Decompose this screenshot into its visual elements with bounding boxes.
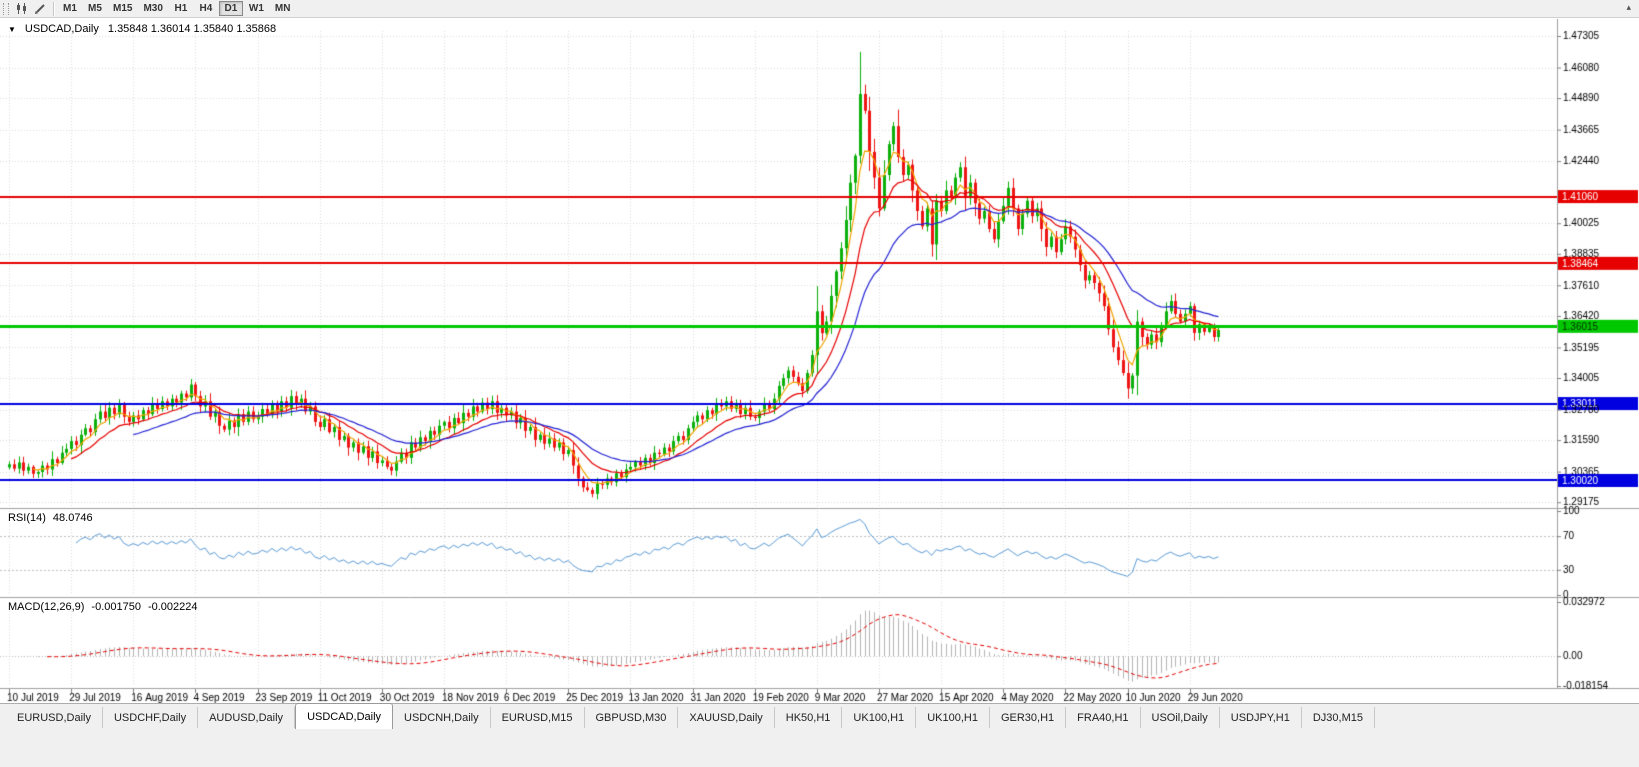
rsi-value: 48.0746 bbox=[52, 512, 93, 524]
chart-tab-eurusd-m15[interactable]: EURUSD,M15 bbox=[491, 707, 585, 728]
chart-region: ▼ USDCAD,Daily 1.35848 1.36014 1.35840 1… bbox=[0, 19, 1639, 703]
chart-tab-usdchf-daily[interactable]: USDCHF,Daily bbox=[103, 707, 199, 728]
chart-tab-uk100-h1[interactable]: UK100,H1 bbox=[842, 707, 917, 728]
chart-tab-uk100-h1[interactable]: UK100,H1 bbox=[916, 707, 990, 728]
chart-symbol-label: USDCAD,Daily bbox=[24, 23, 99, 35]
chart-tab-usoil-daily[interactable]: USOil,Daily bbox=[1141, 707, 1220, 728]
macd-main-value: -0.001750 bbox=[91, 601, 141, 613]
timeframe-button-mn[interactable]: MN bbox=[274, 3, 291, 14]
timeframe-toolbar: M1 M5 M15 M30 H1 H4 D1 W1 MN ▴ bbox=[0, 0, 1639, 18]
chart-tab-usdcad-daily[interactable]: USDCAD,Daily bbox=[295, 703, 394, 729]
chart-ohlc-values: 1.35848 1.36014 1.35840 1.35868 bbox=[107, 23, 277, 35]
rsi-indicator-label: RSI(14) 48.0746 bbox=[8, 512, 93, 524]
chart-tab-dj30-m15[interactable]: DJ30,M15 bbox=[1302, 707, 1375, 728]
chart-tab-usdcnh-daily[interactable]: USDCNH,Daily bbox=[393, 707, 491, 728]
toolbar-overflow-icon[interactable]: ▴ bbox=[1626, 2, 1631, 12]
chart-tab-xauusd-daily[interactable]: XAUUSD,Daily bbox=[678, 707, 775, 728]
macd-signal-value: -0.002224 bbox=[147, 601, 198, 613]
drawing-pencil-icon[interactable] bbox=[31, 2, 49, 16]
timeframe-buttons: M1 M5 M15 M30 H1 H4 D1 W1 MN bbox=[58, 1, 295, 16]
timeframe-button-w1[interactable]: W1 bbox=[248, 3, 264, 14]
toolbar-separator bbox=[53, 1, 54, 16]
timeframe-button-h1[interactable]: H1 bbox=[174, 3, 188, 14]
timeframe-button-m30[interactable]: M30 bbox=[143, 3, 163, 14]
macd-indicator-label: MACD(12,26,9) -0.001750 -0.002224 bbox=[8, 601, 198, 613]
timeframe-button-h4[interactable]: H4 bbox=[199, 3, 213, 14]
chart-tab-hk50-h1[interactable]: HK50,H1 bbox=[775, 707, 843, 728]
macd-name: MACD(12,26,9) bbox=[8, 601, 85, 613]
chart-tab-fra40-h1[interactable]: FRA40,H1 bbox=[1066, 707, 1141, 728]
chart-tab-audusd-daily[interactable]: AUDUSD,Daily bbox=[198, 707, 296, 728]
chart-tab-gbpusd-m30[interactable]: GBPUSD,M30 bbox=[585, 707, 679, 728]
timeframe-button-m1[interactable]: M1 bbox=[63, 3, 77, 14]
rsi-name: RSI(14) bbox=[8, 512, 46, 524]
chart-menu-icon[interactable]: ▼ bbox=[8, 24, 16, 34]
toolbar-grip[interactable] bbox=[3, 2, 9, 15]
chart-tab-eurusd-daily[interactable]: EURUSD,Daily bbox=[6, 707, 103, 728]
chart-title-overlay: ▼ USDCAD,Daily 1.35848 1.36014 1.35840 1… bbox=[8, 23, 276, 35]
candlestick-chart-icon[interactable] bbox=[13, 2, 31, 16]
chart-tab-usdjpy-h1[interactable]: USDJPY,H1 bbox=[1220, 707, 1302, 728]
chart-tab-bar: EURUSD,Daily USDCHF,Daily AUDUSD,Daily USDC… bbox=[0, 703, 1639, 731]
chart-tab-ger30-h1[interactable]: GER30,H1 bbox=[990, 707, 1067, 728]
price-chart-canvas[interactable] bbox=[0, 19, 1639, 703]
timeframe-button-d1[interactable]: D1 bbox=[218, 1, 243, 16]
window-filler bbox=[0, 731, 1639, 767]
timeframe-button-m15[interactable]: M15 bbox=[113, 3, 133, 14]
timeframe-button-m5[interactable]: M5 bbox=[88, 3, 102, 14]
